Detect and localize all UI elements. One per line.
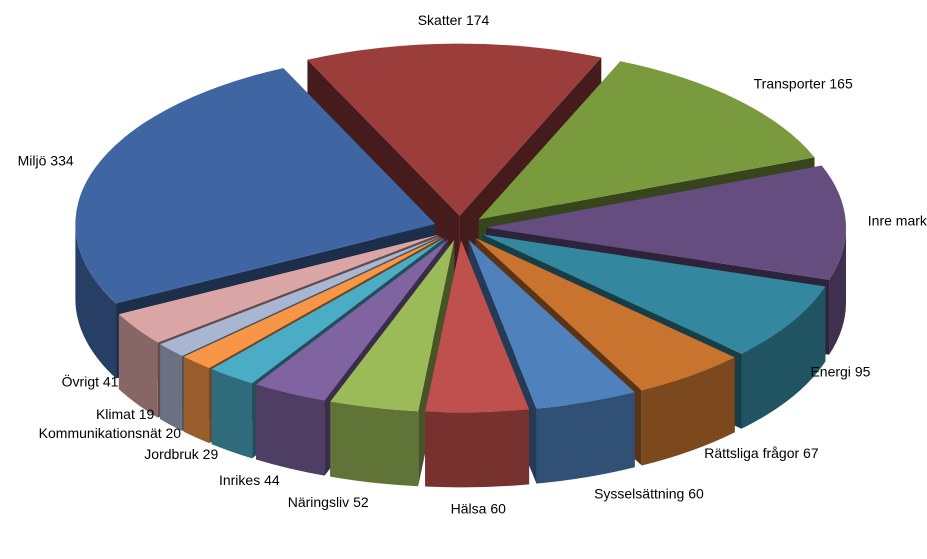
label-name: Skatter [418,12,463,28]
label-value: 52 [353,494,369,510]
slice-wall [118,314,158,418]
slice-wall [425,409,530,488]
slice-label: Klimat 19 [96,405,155,421]
slice-wall [211,369,253,459]
slice-top [485,165,846,280]
slice-top [118,234,439,343]
label-name: Inrikes [219,472,260,488]
slice-top [183,237,443,369]
slice-top [468,239,635,409]
label-name: Transporter [754,75,826,91]
slice-label: Inre marknad 140 [868,212,927,228]
slice-top [475,237,735,391]
slice-wall [183,356,210,444]
label-name: Sysselsättning [594,485,684,501]
slice-top [211,238,445,384]
slice-wall [829,227,846,355]
label-value: 44 [264,472,280,488]
slice-label: Energi 95 [810,363,870,379]
label-name: Miljö [18,152,47,168]
label-value: 165 [829,75,853,91]
slice-wall [536,392,635,484]
slice-top [75,68,436,304]
slice-wall [641,357,735,466]
label-value: 95 [855,363,871,379]
slice-wall [741,286,826,429]
label-value: 29 [203,446,219,462]
slice-label: Miljö 334 [18,152,74,168]
slice-top [160,236,441,356]
label-name: Klimat [96,405,135,421]
label-name: Jordbruk [144,446,199,462]
slice-label: Kommunikationsnät 20 [39,425,182,441]
label-value: 41 [103,373,119,389]
slice-top [425,240,530,413]
label-name: Energi [810,363,850,379]
label-value: 20 [166,425,182,441]
slice-label: Sysselsättning 60 [594,485,704,501]
slice-wall [256,384,325,476]
label-value: 60 [688,485,704,501]
label-name: Övrigt [62,372,99,389]
slice-label: Näringsliv 52 [288,494,369,510]
slice-wall [330,401,419,487]
label-name: Kommunikationsnät [39,425,162,441]
slice [425,240,530,488]
slice-label: Skatter 174 [418,12,490,28]
label-name: Rättsliga frågor [704,445,799,461]
label-value: 19 [139,405,155,421]
slice-top [307,43,602,216]
label-name: Hälsa [451,500,487,516]
slice-label: Jordbruk 29 [144,446,218,462]
slice-label: Hälsa 60 [451,500,506,516]
slice-wall [75,224,117,379]
label-value: 60 [490,500,506,516]
label-name: Inre marknad [868,212,927,228]
slice-top [482,234,826,354]
slice-wall [160,344,183,431]
label-value: 67 [803,445,819,461]
label-name: Näringsliv [288,494,349,510]
label-value: 174 [466,12,490,28]
slice-label: Rättsliga frågor 67 [704,445,819,461]
slice-top [256,239,449,401]
label-value: 334 [50,152,74,168]
slice-top [478,61,815,220]
slice-label: Inrikes 44 [219,472,280,488]
slice-top [330,240,455,412]
slice-label: Transporter 165 [754,75,853,91]
slice-label: Övrigt 41 [62,372,119,389]
